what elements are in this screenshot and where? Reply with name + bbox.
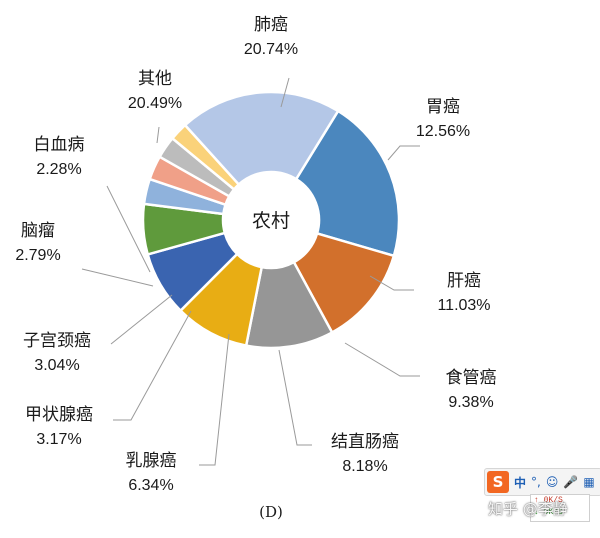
slice-value-10: 2.28% (36, 161, 81, 178)
leader-line-9 (81, 268, 154, 287)
punctuation-icon[interactable]: °, (531, 475, 541, 489)
slice-label-7: 甲状腺癌 (25, 405, 93, 425)
slice-value-4: 9.38% (448, 394, 493, 411)
leader-line-5 (278, 349, 312, 446)
chart-slices (141, 90, 401, 350)
leader-line-8 (110, 294, 173, 345)
microphone-icon[interactable]: 🎤 (563, 475, 579, 489)
slice-value-8: 3.04% (34, 357, 79, 374)
leader-line-7 (113, 310, 192, 421)
slice-value-6: 6.34% (128, 477, 173, 494)
emoji-icon[interactable]: ☺ (545, 475, 559, 489)
ime-mode-toggle[interactable]: 中 (514, 475, 527, 490)
slice-label-3: 肝癌 (447, 271, 481, 291)
slice-label-11: 其他 (138, 69, 172, 89)
leader-line-6 (199, 333, 230, 466)
slice-value-5: 8.18% (342, 458, 387, 475)
slice-label-9: 脑瘤 (21, 221, 55, 241)
slice-label-6: 乳腺癌 (126, 451, 177, 471)
sogou-logo-icon[interactable]: S (487, 471, 509, 493)
slice-label-8: 子宫颈癌 (23, 331, 91, 351)
donut-hole (223, 172, 319, 268)
slice-value-2: 12.56% (416, 123, 470, 140)
leader-lines (81, 77, 420, 466)
slice-value-3: 11.03% (437, 297, 490, 314)
leader-line-11 (156, 126, 160, 144)
slice-value-11: 20.49% (128, 95, 182, 112)
leader-line-1 (280, 77, 290, 108)
leader-line-4 (344, 342, 420, 377)
leader-line-2 (387, 145, 420, 161)
upload-speed: ↑ 0K/S (534, 496, 563, 505)
slice-label-2: 胃癌 (426, 97, 460, 117)
slice-value-1: 20.74% (244, 41, 298, 58)
slice-label-1: 肺癌 (254, 15, 288, 35)
figure-caption: (D) (259, 503, 283, 521)
center-label: 农村 (252, 210, 290, 232)
keyboard-icon[interactable]: ▦ (583, 475, 595, 489)
slice-value-7: 3.17% (36, 431, 81, 448)
slice-labels: 肺癌 20.74% 胃癌 12.56% 肝癌 11.03% 食管癌 9.38% 结直肠癌 8.18… (15, 15, 496, 494)
leader-line-3 (369, 275, 414, 291)
network-speed-widget: ↑ 0K/S ↓ 0K/S (530, 494, 590, 522)
slice-value-9: 2.79% (15, 247, 60, 264)
slice-label-5: 结直肠癌 (331, 432, 399, 452)
leader-line-10 (106, 185, 151, 273)
slice-label-10: 白血病 (34, 135, 85, 155)
slice-label-4: 食管癌 (446, 368, 497, 388)
download-speed: ↓ 0K/S (534, 508, 563, 517)
ime-toolbar[interactable]: S 中 °, ☺ 🎤 ▦ (484, 468, 600, 496)
watermark: 知乎 @李静 (488, 500, 568, 518)
